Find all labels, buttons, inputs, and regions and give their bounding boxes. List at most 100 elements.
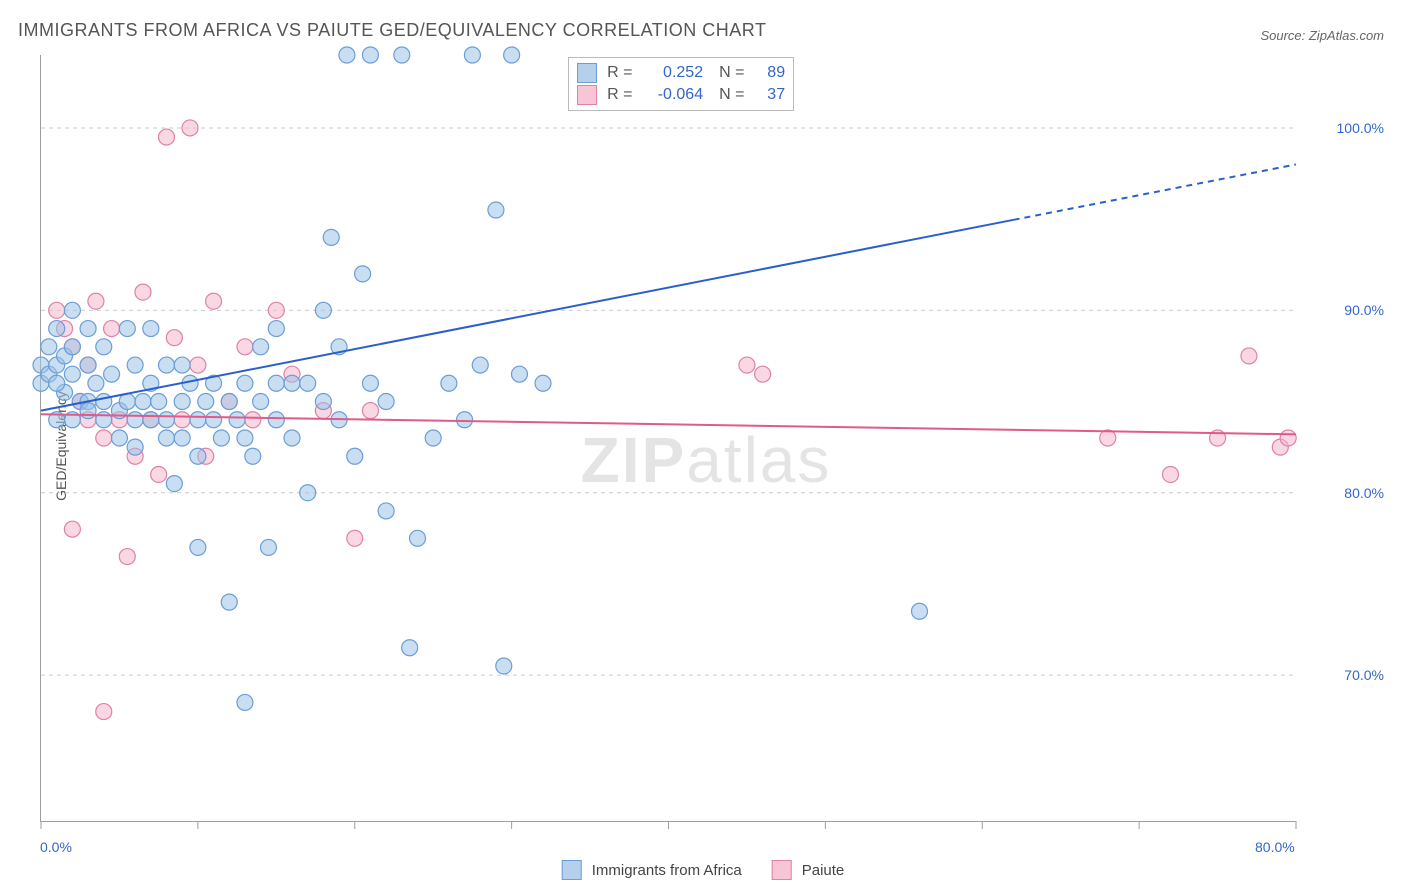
scatter-point <box>80 403 96 419</box>
scatter-point <box>198 394 214 410</box>
scatter-point <box>237 339 253 355</box>
scatter-point <box>464 47 480 63</box>
legend-row-africa: R = 0.252 N = 89 <box>577 62 785 84</box>
swatch-africa-icon <box>577 63 597 83</box>
scatter-point <box>347 530 363 546</box>
scatter-point <box>182 120 198 136</box>
scatter-point <box>912 603 928 619</box>
scatter-point <box>496 658 512 674</box>
scatter-point <box>151 466 167 482</box>
scatter-point <box>174 412 190 428</box>
scatter-point <box>119 321 135 337</box>
source-attribution: Source: ZipAtlas.com <box>1260 28 1384 43</box>
scatter-point <box>96 339 112 355</box>
x-tick-label: 0.0% <box>40 839 72 855</box>
scatter-point <box>127 439 143 455</box>
chart-title: IMMIGRANTS FROM AFRICA VS PAIUTE GED/EQU… <box>18 20 766 41</box>
scatter-point <box>1241 348 1257 364</box>
scatter-point <box>174 394 190 410</box>
scatter-point <box>174 357 190 373</box>
correlation-legend: R = 0.252 N = 89 R = -0.064 N = 37 <box>568 57 794 111</box>
scatter-point <box>1163 466 1179 482</box>
y-tick-label: 70.0% <box>1344 667 1384 683</box>
scatter-point <box>88 293 104 309</box>
scatter-point <box>339 47 355 63</box>
scatter-point <box>378 503 394 519</box>
scatter-point <box>755 366 771 382</box>
scatter-point <box>143 321 159 337</box>
scatter-point <box>159 412 175 428</box>
scatter-point <box>441 375 457 391</box>
scatter-svg <box>41 55 1296 821</box>
scatter-point <box>104 366 120 382</box>
r-value-paiute: -0.064 <box>643 84 703 106</box>
scatter-point <box>268 321 284 337</box>
swatch-paiute-icon-2 <box>772 860 792 880</box>
scatter-point <box>253 339 269 355</box>
scatter-point <box>190 412 206 428</box>
scatter-point <box>190 448 206 464</box>
scatter-point <box>159 357 175 373</box>
scatter-point <box>245 412 261 428</box>
scatter-point <box>49 375 65 391</box>
scatter-point <box>174 430 190 446</box>
scatter-point <box>362 375 378 391</box>
scatter-point <box>64 521 80 537</box>
chart-container: IMMIGRANTS FROM AFRICA VS PAIUTE GED/EQU… <box>0 0 1406 892</box>
scatter-point <box>739 357 755 373</box>
scatter-point <box>504 47 520 63</box>
scatter-point <box>119 549 135 565</box>
scatter-point <box>221 394 237 410</box>
scatter-point <box>315 302 331 318</box>
scatter-point <box>268 412 284 428</box>
n-label-2: N = <box>719 84 749 106</box>
scatter-point <box>206 412 222 428</box>
scatter-point <box>355 266 371 282</box>
scatter-point <box>111 430 127 446</box>
scatter-point <box>378 394 394 410</box>
plot-area: ZIPatlas R = 0.252 N = 89 R = -0.064 N =… <box>40 55 1296 822</box>
n-value-paiute: 37 <box>755 84 785 106</box>
scatter-point <box>1280 430 1296 446</box>
y-tick-label: 80.0% <box>1344 485 1384 501</box>
x-tick-label: 80.0% <box>1255 839 1295 855</box>
scatter-point <box>472 357 488 373</box>
scatter-point <box>64 339 80 355</box>
legend-item-africa: Immigrants from Africa <box>562 860 742 880</box>
scatter-point <box>135 394 151 410</box>
scatter-point <box>362 47 378 63</box>
legend-label-paiute: Paiute <box>802 862 845 879</box>
scatter-point <box>96 430 112 446</box>
scatter-point <box>151 394 167 410</box>
scatter-point <box>457 412 473 428</box>
scatter-point <box>213 430 229 446</box>
scatter-point <box>135 284 151 300</box>
scatter-point <box>49 302 65 318</box>
r-label: R = <box>607 62 637 84</box>
scatter-point <box>253 394 269 410</box>
scatter-point <box>190 357 206 373</box>
scatter-point <box>394 47 410 63</box>
scatter-point <box>206 293 222 309</box>
scatter-point <box>300 485 316 501</box>
scatter-point <box>127 412 143 428</box>
scatter-point <box>268 302 284 318</box>
scatter-point <box>347 448 363 464</box>
scatter-point <box>268 375 284 391</box>
scatter-point <box>119 394 135 410</box>
scatter-point <box>323 229 339 245</box>
legend-row-paiute: R = -0.064 N = 37 <box>577 84 785 106</box>
scatter-point <box>49 321 65 337</box>
scatter-point <box>159 129 175 145</box>
scatter-point <box>96 394 112 410</box>
scatter-point <box>221 594 237 610</box>
scatter-point <box>64 302 80 318</box>
scatter-point <box>300 375 316 391</box>
scatter-point <box>104 321 120 337</box>
scatter-point <box>80 357 96 373</box>
scatter-point <box>410 530 426 546</box>
scatter-point <box>159 430 175 446</box>
scatter-point <box>511 366 527 382</box>
scatter-point <box>237 430 253 446</box>
scatter-point <box>260 539 276 555</box>
